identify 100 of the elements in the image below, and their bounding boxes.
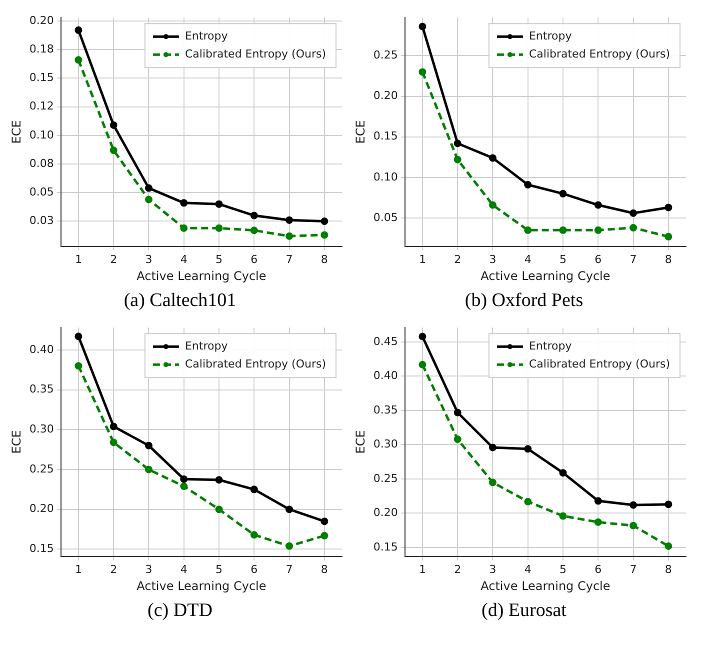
point: [215, 506, 223, 514]
x-tick-label: 3: [145, 252, 152, 266]
y-axis-title: ECE: [9, 430, 24, 454]
point: [524, 445, 532, 453]
point: [664, 204, 672, 212]
point: [110, 121, 118, 129]
point: [630, 209, 638, 217]
x-tick-label: 7: [286, 562, 293, 576]
x-tick-label: 5: [216, 562, 223, 576]
point: [320, 231, 328, 239]
point: [559, 226, 567, 234]
point: [630, 522, 638, 530]
point: [215, 224, 223, 232]
y-tick-label: 0.15: [373, 540, 398, 554]
point: [144, 442, 152, 450]
text: (c) DTD: [148, 600, 212, 622]
x-tick-label: 3: [145, 562, 152, 576]
point: [524, 180, 532, 188]
point: [110, 438, 118, 446]
point: [594, 518, 602, 526]
point: [630, 501, 638, 509]
y-axis-title: ECE: [353, 120, 368, 144]
point: [144, 196, 152, 204]
point: [488, 444, 496, 452]
x-tick-label: 1: [74, 562, 82, 576]
y-tick-label: 0.20: [29, 502, 54, 516]
y-tick-label: 0.25: [29, 462, 54, 476]
y-tick-label: 0.12: [29, 100, 54, 113]
x-tick-label: 5: [216, 252, 223, 266]
x-tick-label: 4: [180, 562, 188, 576]
point: [559, 512, 567, 520]
x-tick-label: 5: [560, 252, 567, 266]
point: [559, 190, 567, 198]
point: [418, 360, 426, 368]
x-tick-label: 6: [594, 252, 602, 266]
x-axis-title: Active Learning Cycle: [136, 268, 266, 283]
point: [74, 26, 82, 34]
x-tick-label: 3: [489, 562, 496, 576]
point: [250, 531, 258, 539]
point: [320, 217, 328, 225]
point: [559, 469, 567, 477]
legend-label: Entropy: [528, 339, 572, 352]
point: [664, 500, 672, 508]
y-tick-label: 0.35: [373, 403, 398, 416]
point: [286, 506, 294, 514]
point: [594, 497, 602, 505]
point: [110, 146, 118, 154]
x-tick-label: 1: [418, 252, 426, 266]
x-axis-title: Active Learning Cycle: [136, 578, 266, 593]
x-tick-label: 3: [489, 252, 496, 266]
x-axis-title: Active Learning Cycle: [480, 578, 610, 593]
x-tick-label: 6: [594, 562, 602, 576]
point: [74, 332, 82, 340]
point: [524, 226, 532, 234]
legend-label: Entropy: [184, 339, 228, 352]
legend-label: Calibrated Entropy (Ours): [528, 47, 670, 60]
y-tick-label: 0.08: [29, 156, 54, 170]
point: [488, 154, 496, 162]
y-tick-label: 0.03: [29, 214, 54, 228]
x-tick-label: 7: [630, 562, 637, 576]
x-tick-label: 6: [250, 562, 258, 576]
y-axis-title: ECE: [353, 430, 368, 454]
legend-label: Calibrated Entropy (Ours): [184, 357, 326, 370]
point: [215, 476, 223, 484]
point: [454, 436, 462, 444]
y-tick-label: 0.15: [373, 130, 398, 143]
legend-label: Entropy: [184, 29, 228, 42]
point: [74, 56, 82, 64]
point: [594, 201, 602, 209]
point: [418, 332, 426, 340]
y-tick-label: 0.35: [29, 382, 54, 396]
y-tick-label: 0.20: [373, 506, 398, 520]
point: [286, 542, 294, 550]
point: [488, 201, 496, 209]
point: [594, 226, 602, 234]
x-tick-label: 4: [180, 252, 188, 266]
y-tick-label: 0.30: [29, 422, 54, 436]
text: (d) Eurosat: [482, 600, 566, 622]
point: [454, 408, 462, 416]
legend-label: Calibrated Entropy (Ours): [528, 357, 670, 370]
point: [144, 184, 152, 192]
point: [74, 362, 82, 370]
point: [180, 199, 188, 207]
x-tick-label: 2: [110, 252, 118, 266]
x-axis-title: Active Learning Cycle: [480, 268, 610, 283]
x-tick-label: 2: [110, 562, 118, 576]
y-tick-label: 0.30: [373, 438, 398, 451]
point: [144, 466, 152, 474]
point: [110, 422, 118, 430]
point: [418, 22, 426, 30]
y-axis-title: ECE: [9, 120, 24, 144]
point: [664, 542, 672, 550]
x-tick-label: 8: [320, 562, 328, 576]
y-tick-label: 0.10: [373, 170, 398, 184]
y-tick-label: 0.10: [29, 128, 54, 142]
point: [488, 478, 496, 486]
legend-label: Calibrated Entropy (Ours): [184, 47, 326, 60]
point: [250, 486, 258, 494]
point: [320, 518, 328, 526]
x-tick-label: 2: [454, 562, 462, 576]
